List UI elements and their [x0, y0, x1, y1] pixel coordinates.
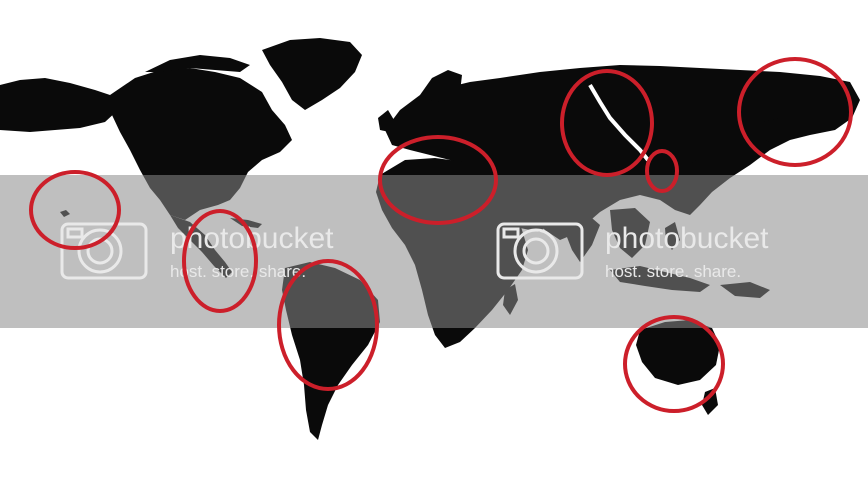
watermark-brand-right: photobucket — [605, 222, 769, 255]
marker-australia — [623, 315, 725, 413]
landmass-uk — [378, 110, 394, 132]
marker-siberia — [560, 69, 654, 177]
landmass-eurasia — [385, 65, 860, 240]
landmass-greenland — [262, 38, 362, 110]
landmass-scandinavia — [420, 70, 462, 102]
marker-east-asia — [645, 149, 679, 193]
camera-icon — [496, 222, 584, 280]
landmass-new-zealand — [702, 388, 718, 415]
watermark-tagline-left: host. store. share. — [170, 262, 306, 281]
landmass-alaska — [0, 78, 118, 132]
marker-layer — [29, 57, 853, 413]
siberia-river — [588, 83, 650, 162]
marker-far-east — [737, 57, 853, 167]
marker-hawaii-pacific — [29, 170, 121, 250]
landmass-arctic-islands — [145, 55, 250, 72]
marker-central-america — [182, 209, 258, 313]
landmass-australia — [636, 320, 720, 385]
watermark-right: photobucket host. store. share. — [496, 222, 769, 281]
watermark-left: photobucket host. store. share. — [60, 222, 334, 281]
landmass-far-east-islands — [762, 118, 790, 146]
marker-south-america — [277, 259, 379, 391]
watermark-tagline-right: host. store. share. — [605, 262, 741, 281]
marker-sahara — [378, 135, 498, 225]
